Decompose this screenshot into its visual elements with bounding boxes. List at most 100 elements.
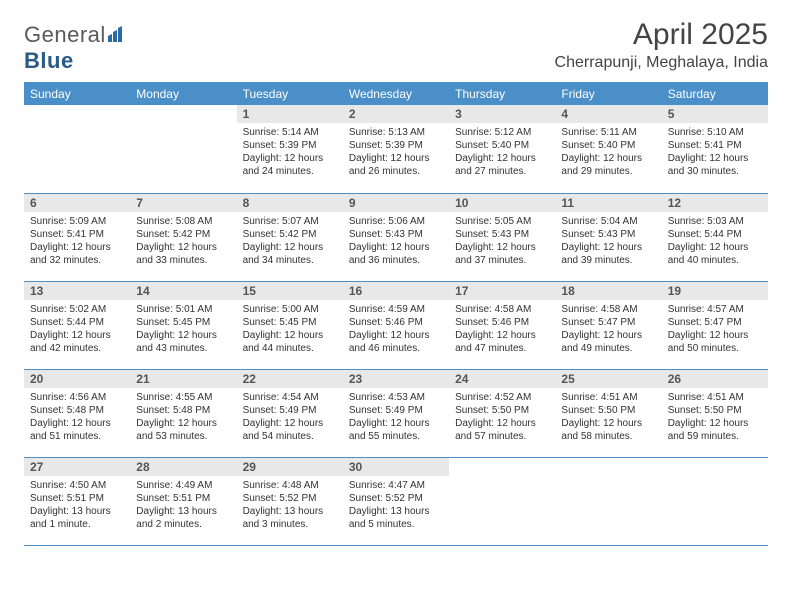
sunset-text: Sunset: 5:39 PM xyxy=(349,139,443,152)
sunset-text: Sunset: 5:43 PM xyxy=(349,228,443,241)
day-number: 9 xyxy=(343,194,449,212)
calendar-day-cell: 14Sunrise: 5:01 AMSunset: 5:45 PMDayligh… xyxy=(130,281,236,369)
day-body: Sunrise: 4:58 AMSunset: 5:47 PMDaylight:… xyxy=(555,300,661,359)
title-block: April 2025 Cherrapunji, Meghalaya, India xyxy=(555,18,768,72)
sunset-text: Sunset: 5:39 PM xyxy=(243,139,337,152)
day-body: Sunrise: 4:47 AMSunset: 5:52 PMDaylight:… xyxy=(343,476,449,535)
day-body: Sunrise: 4:58 AMSunset: 5:46 PMDaylight:… xyxy=(449,300,555,359)
calendar-day-cell: 9Sunrise: 5:06 AMSunset: 5:43 PMDaylight… xyxy=(343,193,449,281)
day-number: 12 xyxy=(662,194,768,212)
calendar-day-cell: 17Sunrise: 4:58 AMSunset: 5:46 PMDayligh… xyxy=(449,281,555,369)
sunset-text: Sunset: 5:46 PM xyxy=(349,316,443,329)
sunrise-text: Sunrise: 5:12 AM xyxy=(455,126,549,139)
sunset-text: Sunset: 5:49 PM xyxy=(349,404,443,417)
calendar-day-cell: 23Sunrise: 4:53 AMSunset: 5:49 PMDayligh… xyxy=(343,369,449,457)
calendar-day-cell: .. xyxy=(24,105,130,193)
sunset-text: Sunset: 5:42 PM xyxy=(243,228,337,241)
daylight-text: Daylight: 12 hours and 44 minutes. xyxy=(243,329,337,355)
daylight-text: Daylight: 12 hours and 34 minutes. xyxy=(243,241,337,267)
logo-text: GeneralBlue xyxy=(24,22,126,74)
calendar-week-row: 13Sunrise: 5:02 AMSunset: 5:44 PMDayligh… xyxy=(24,281,768,369)
sunset-text: Sunset: 5:44 PM xyxy=(668,228,762,241)
page-header: GeneralBlue April 2025 Cherrapunji, Megh… xyxy=(24,18,768,74)
day-body: Sunrise: 4:53 AMSunset: 5:49 PMDaylight:… xyxy=(343,388,449,447)
day-number: 25 xyxy=(555,370,661,388)
sunset-text: Sunset: 5:50 PM xyxy=(455,404,549,417)
calendar-day-cell: .. xyxy=(449,457,555,545)
day-body: Sunrise: 5:11 AMSunset: 5:40 PMDaylight:… xyxy=(555,123,661,182)
day-body: Sunrise: 4:56 AMSunset: 5:48 PMDaylight:… xyxy=(24,388,130,447)
day-number: 24 xyxy=(449,370,555,388)
sunset-text: Sunset: 5:48 PM xyxy=(30,404,124,417)
day-body: Sunrise: 4:55 AMSunset: 5:48 PMDaylight:… xyxy=(130,388,236,447)
sunrise-text: Sunrise: 4:51 AM xyxy=(668,391,762,404)
sunset-text: Sunset: 5:47 PM xyxy=(561,316,655,329)
calendar-day-cell: 12Sunrise: 5:03 AMSunset: 5:44 PMDayligh… xyxy=(662,193,768,281)
sunrise-text: Sunrise: 5:07 AM xyxy=(243,215,337,228)
sunrise-text: Sunrise: 4:57 AM xyxy=(668,303,762,316)
day-number: 26 xyxy=(662,370,768,388)
day-number: 16 xyxy=(343,282,449,300)
day-number: 8 xyxy=(237,194,343,212)
day-number: 1 xyxy=(237,105,343,123)
calendar-day-cell: 11Sunrise: 5:04 AMSunset: 5:43 PMDayligh… xyxy=(555,193,661,281)
daylight-text: Daylight: 13 hours and 1 minute. xyxy=(30,505,124,531)
day-body: Sunrise: 4:48 AMSunset: 5:52 PMDaylight:… xyxy=(237,476,343,535)
day-body: Sunrise: 5:01 AMSunset: 5:45 PMDaylight:… xyxy=(130,300,236,359)
day-number: 14 xyxy=(130,282,236,300)
calendar-day-cell: 6Sunrise: 5:09 AMSunset: 5:41 PMDaylight… xyxy=(24,193,130,281)
daylight-text: Daylight: 13 hours and 5 minutes. xyxy=(349,505,443,531)
day-number: 15 xyxy=(237,282,343,300)
sunrise-text: Sunrise: 4:50 AM xyxy=(30,479,124,492)
day-number: 4 xyxy=(555,105,661,123)
day-number: 28 xyxy=(130,458,236,476)
calendar-header-row: SundayMondayTuesdayWednesdayThursdayFrid… xyxy=(24,83,768,106)
sunrise-text: Sunrise: 5:01 AM xyxy=(136,303,230,316)
daylight-text: Daylight: 12 hours and 59 minutes. xyxy=(668,417,762,443)
day-body: Sunrise: 4:51 AMSunset: 5:50 PMDaylight:… xyxy=(662,388,768,447)
calendar-day-cell: 22Sunrise: 4:54 AMSunset: 5:49 PMDayligh… xyxy=(237,369,343,457)
day-body: Sunrise: 4:57 AMSunset: 5:47 PMDaylight:… xyxy=(662,300,768,359)
sunset-text: Sunset: 5:48 PM xyxy=(136,404,230,417)
sunrise-text: Sunrise: 5:06 AM xyxy=(349,215,443,228)
calendar-day-cell: 16Sunrise: 4:59 AMSunset: 5:46 PMDayligh… xyxy=(343,281,449,369)
sunrise-text: Sunrise: 4:56 AM xyxy=(30,391,124,404)
sunrise-text: Sunrise: 4:55 AM xyxy=(136,391,230,404)
day-body: Sunrise: 5:05 AMSunset: 5:43 PMDaylight:… xyxy=(449,212,555,271)
daylight-text: Daylight: 12 hours and 54 minutes. xyxy=(243,417,337,443)
sunset-text: Sunset: 5:41 PM xyxy=(30,228,124,241)
day-number: 11 xyxy=(555,194,661,212)
calendar-day-cell: 24Sunrise: 4:52 AMSunset: 5:50 PMDayligh… xyxy=(449,369,555,457)
calendar-day-cell: 1Sunrise: 5:14 AMSunset: 5:39 PMDaylight… xyxy=(237,105,343,193)
day-body: Sunrise: 5:12 AMSunset: 5:40 PMDaylight:… xyxy=(449,123,555,182)
logo: GeneralBlue xyxy=(24,22,126,74)
weekday-header: Monday xyxy=(130,83,236,106)
calendar-day-cell: 25Sunrise: 4:51 AMSunset: 5:50 PMDayligh… xyxy=(555,369,661,457)
sunrise-text: Sunrise: 5:00 AM xyxy=(243,303,337,316)
daylight-text: Daylight: 12 hours and 50 minutes. xyxy=(668,329,762,355)
sunset-text: Sunset: 5:52 PM xyxy=(349,492,443,505)
sunrise-text: Sunrise: 5:04 AM xyxy=(561,215,655,228)
sunset-text: Sunset: 5:41 PM xyxy=(668,139,762,152)
daylight-text: Daylight: 13 hours and 3 minutes. xyxy=(243,505,337,531)
day-number: 5 xyxy=(662,105,768,123)
sunset-text: Sunset: 5:50 PM xyxy=(561,404,655,417)
location-subtitle: Cherrapunji, Meghalaya, India xyxy=(555,54,768,72)
daylight-text: Daylight: 12 hours and 57 minutes. xyxy=(455,417,549,443)
sunset-text: Sunset: 5:52 PM xyxy=(243,492,337,505)
weekday-header: Tuesday xyxy=(237,83,343,106)
calendar-week-row: 20Sunrise: 4:56 AMSunset: 5:48 PMDayligh… xyxy=(24,369,768,457)
calendar-week-row: 6Sunrise: 5:09 AMSunset: 5:41 PMDaylight… xyxy=(24,193,768,281)
daylight-text: Daylight: 12 hours and 43 minutes. xyxy=(136,329,230,355)
day-body: Sunrise: 5:07 AMSunset: 5:42 PMDaylight:… xyxy=(237,212,343,271)
sunset-text: Sunset: 5:40 PM xyxy=(561,139,655,152)
day-number: 17 xyxy=(449,282,555,300)
daylight-text: Daylight: 12 hours and 53 minutes. xyxy=(136,417,230,443)
calendar-day-cell: .. xyxy=(555,457,661,545)
sunset-text: Sunset: 5:51 PM xyxy=(30,492,124,505)
sunrise-text: Sunrise: 5:10 AM xyxy=(668,126,762,139)
calendar-week-row: 27Sunrise: 4:50 AMSunset: 5:51 PMDayligh… xyxy=(24,457,768,545)
sunrise-text: Sunrise: 5:05 AM xyxy=(455,215,549,228)
day-number: 6 xyxy=(24,194,130,212)
sunset-text: Sunset: 5:45 PM xyxy=(136,316,230,329)
